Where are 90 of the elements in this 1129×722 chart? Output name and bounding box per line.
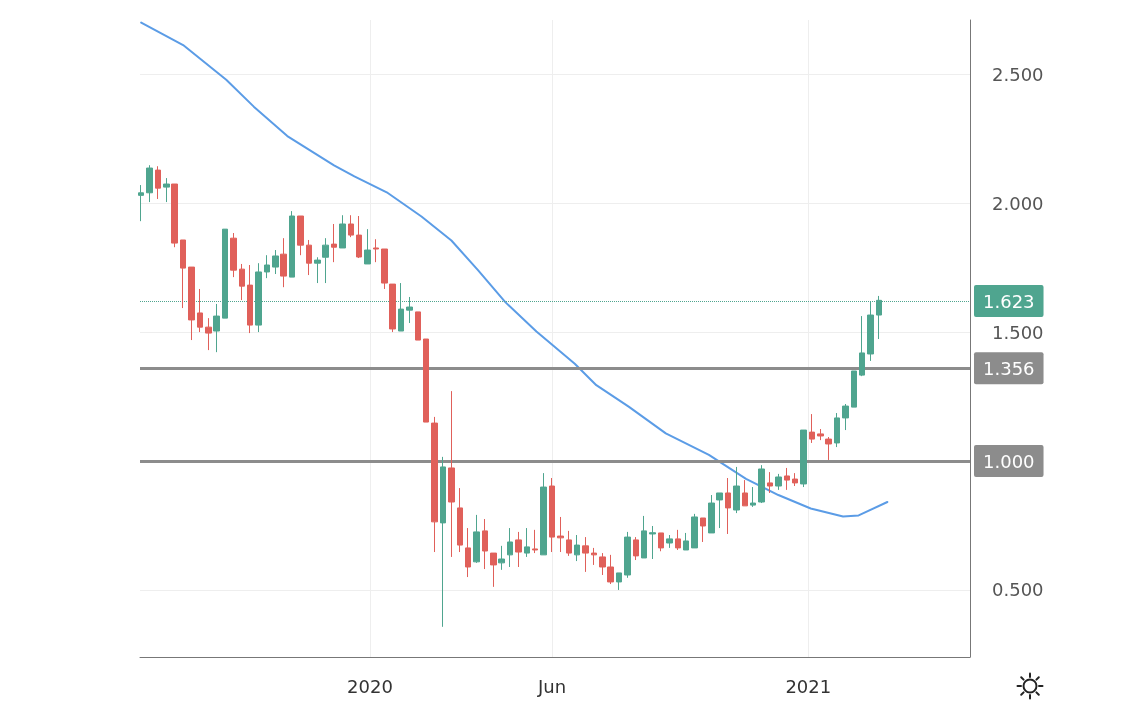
candlestick	[155, 165, 161, 200]
candlestick	[348, 214, 354, 238]
candlestick	[566, 530, 572, 557]
y-tick-label: 0.500	[992, 579, 1044, 601]
candlestick	[524, 527, 530, 558]
x-tick-label: Jun	[536, 675, 567, 697]
candlestick	[633, 536, 639, 561]
candlestick	[691, 513, 698, 549]
candlestick	[616, 572, 622, 591]
candlestick	[314, 256, 321, 284]
candlestick	[331, 223, 337, 263]
candlestick	[339, 214, 346, 249]
candlestick	[750, 486, 756, 508]
candlestick	[289, 210, 295, 278]
candlestick	[272, 249, 279, 275]
candlestick	[574, 534, 580, 562]
candlestick	[540, 472, 547, 556]
candlestick	[775, 473, 782, 491]
candlestick	[188, 266, 195, 341]
candlestick	[708, 494, 715, 534]
candlestick	[171, 183, 178, 248]
candlestick	[859, 315, 865, 377]
candlestick	[675, 529, 681, 551]
candlestick	[205, 317, 212, 351]
candlestick	[498, 545, 505, 571]
candlestick	[809, 413, 815, 444]
candlestick	[322, 237, 329, 284]
candlestick	[666, 534, 673, 549]
candlestick	[364, 228, 371, 265]
candlestick	[515, 531, 522, 568]
candlestick	[473, 514, 480, 564]
candlestick	[180, 239, 186, 309]
candlestick	[230, 232, 237, 278]
candlestick	[423, 338, 429, 423]
candlestick	[197, 288, 203, 333]
y-tick-label: 2.500	[992, 63, 1044, 85]
ref-line-label: 1.623	[983, 290, 1035, 312]
x-tick-label: 2021	[785, 675, 832, 697]
candlestick	[440, 456, 446, 628]
candlestick	[507, 527, 513, 568]
candlestick	[649, 525, 656, 560]
candlestick	[482, 518, 488, 570]
candlestick	[582, 536, 589, 573]
candlestick	[834, 412, 840, 448]
candlestick	[247, 264, 253, 334]
y-tick-label: 1.500	[992, 321, 1044, 343]
ref-line-label: 1.356	[983, 357, 1035, 379]
candlestick	[683, 532, 689, 551]
candlestick	[792, 472, 798, 487]
candlestick	[641, 515, 647, 559]
candlestick	[784, 467, 790, 491]
candlestick	[733, 466, 740, 514]
candlestick	[465, 527, 471, 578]
candlestick	[624, 531, 631, 579]
candlestick	[146, 164, 153, 203]
candlestick	[431, 416, 438, 553]
candlestick	[138, 184, 144, 222]
candlestick	[825, 436, 832, 461]
candlestick	[448, 390, 455, 558]
candlestick	[163, 177, 170, 203]
candlestick	[373, 238, 379, 263]
line-series	[140, 21, 889, 518]
candlestick	[264, 254, 270, 279]
candlestick	[239, 263, 245, 301]
candlestick	[658, 532, 664, 552]
candlestick	[700, 517, 706, 543]
ref-line-label: 1.000	[983, 450, 1035, 472]
candlestick	[280, 237, 287, 288]
candlestick	[851, 370, 857, 408]
candlestick	[758, 464, 765, 504]
candlestick	[716, 492, 723, 529]
candlestick	[557, 516, 564, 553]
candlestick	[532, 529, 538, 554]
candlestick	[767, 471, 773, 494]
candlestick	[591, 547, 597, 566]
candlestick	[457, 487, 463, 553]
candlestick	[306, 239, 312, 276]
candlestick	[356, 215, 362, 259]
candlestick	[213, 303, 220, 353]
candlestick	[842, 403, 849, 431]
candlestick	[297, 215, 304, 256]
candlestick	[817, 428, 824, 441]
candlestick	[725, 477, 731, 535]
candlestick	[415, 311, 421, 341]
candlestick	[742, 479, 748, 507]
candlestick	[800, 429, 807, 488]
candlestick	[490, 552, 497, 588]
x-tick-label: 2020	[347, 675, 393, 697]
y-tick-label: 2.000	[992, 192, 1044, 214]
candlestick	[549, 477, 555, 553]
